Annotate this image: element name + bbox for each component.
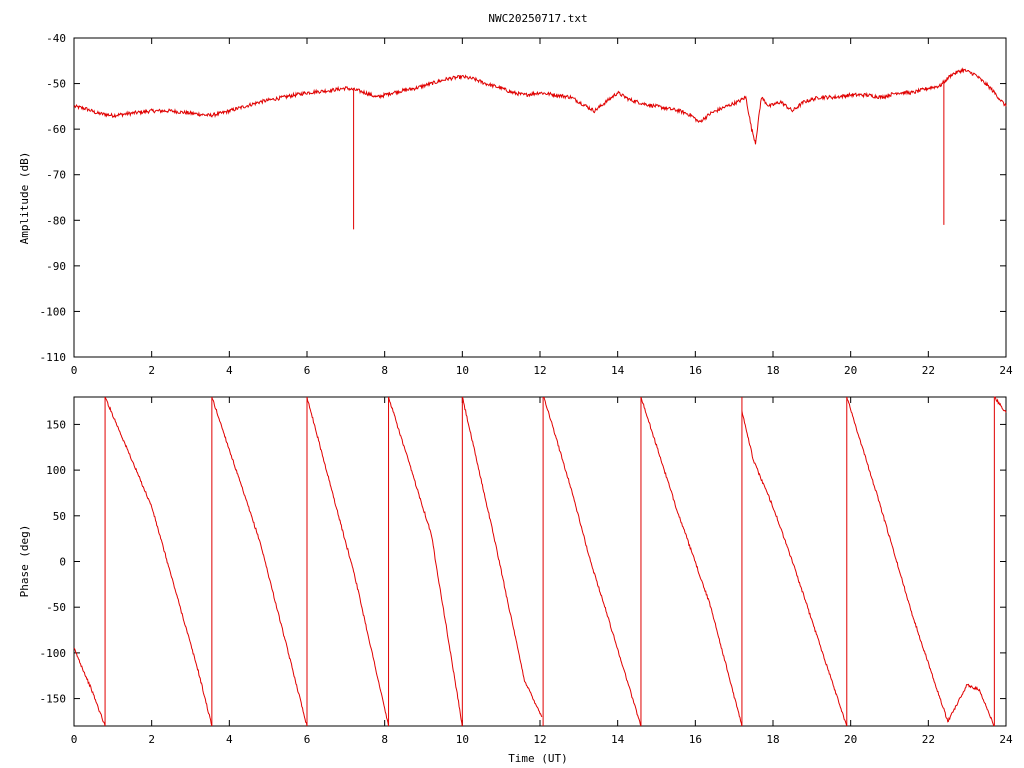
- phase-x-tick-label: 10: [456, 733, 469, 746]
- amplitude-x-tick-label: 2: [148, 364, 155, 377]
- phase-x-tick-label: 16: [689, 733, 702, 746]
- phase-y-tick-label: -50: [46, 601, 66, 614]
- phase-x-tick-label: 6: [304, 733, 311, 746]
- phase-ticks: 0 2 4 6 8 10 12 14 16 18 20 22 24150100500-50-100-15…: [40, 397, 1013, 746]
- amplitude-y-tick-label: -50: [46, 78, 66, 91]
- phase-y-tick-label: -100: [40, 647, 67, 660]
- phase-trace-segment: [306, 396, 389, 727]
- phase-trace-segment: [846, 396, 995, 727]
- amplitude-panel: Amplitude (dB) 0 2 4 6 8 10 12 14 16 18 20 22 24-40-…: [18, 32, 1013, 377]
- phase-y-tick-label: 0: [59, 556, 66, 569]
- amplitude-y-tick-label: -60: [46, 123, 66, 136]
- phase-y-tick-label: 100: [46, 464, 66, 477]
- amplitude-y-axis-label: Amplitude (dB): [18, 152, 31, 245]
- amplitude-x-tick-label: 22: [922, 364, 935, 377]
- amplitude-x-tick-label: 20: [844, 364, 857, 377]
- phase-x-tick-label: 2: [148, 733, 155, 746]
- amplitude-y-tick-label: -100: [40, 305, 67, 318]
- phase-trace-segment: [461, 396, 543, 718]
- phase-traces: [73, 396, 1007, 727]
- amplitude-x-tick-label: 18: [766, 364, 779, 377]
- amplitude-y-tick-label: -90: [46, 260, 66, 273]
- phase-y-tick-label: 50: [53, 510, 66, 523]
- phase-trace-segment: [640, 396, 743, 727]
- phase-trace-segment: [211, 396, 308, 727]
- phase-x-tick-label: 22: [922, 733, 935, 746]
- amplitude-x-tick-label: 10: [456, 364, 469, 377]
- phase-trace-segment: [741, 410, 848, 727]
- phase-trace-segment: [543, 396, 642, 727]
- amplitude-y-tick-label: -110: [40, 351, 67, 364]
- amplitude-y-tick-label: -40: [46, 32, 66, 45]
- phase-x-tick-label: 12: [533, 733, 546, 746]
- phase-x-tick-label: 24: [999, 733, 1013, 746]
- amplitude-ticks: 0 2 4 6 8 10 12 14 16 18 20 22 24-40-50-60-70-80-90-…: [40, 32, 1013, 377]
- phase-x-tick-label: 0: [71, 733, 78, 746]
- phase-y-tick-label: 150: [46, 418, 66, 431]
- phase-x-axis-label: Time (UT): [508, 752, 568, 765]
- amplitude-y-tick-label: -80: [46, 214, 66, 227]
- amplitude-x-tick-label: 8: [381, 364, 388, 377]
- phase-y-tick-label: -150: [40, 693, 67, 706]
- phase-trace-segment: [388, 396, 463, 727]
- amplitude-x-tick-label: 24: [999, 364, 1013, 377]
- phase-x-tick-label: 18: [766, 733, 779, 746]
- amplitude-x-tick-label: 16: [689, 364, 702, 377]
- phase-panel: Phase (deg) Time (UT) 0 2 4 6 8 10 12 14 16 18 20 2…: [18, 396, 1013, 765]
- phase-x-tick-label: 8: [381, 733, 388, 746]
- amplitude-x-tick-label: 12: [533, 364, 546, 377]
- phase-x-tick-label: 4: [226, 733, 233, 746]
- amplitude-x-tick-label: 6: [304, 364, 311, 377]
- phase-y-axis-label: Phase (deg): [18, 525, 31, 598]
- chart-title: NWC20250717.txt: [488, 12, 587, 25]
- phase-x-tick-label: 14: [611, 733, 625, 746]
- phase-trace-segment: [994, 396, 1007, 413]
- amplitude-trace-segment: [73, 67, 1007, 145]
- phase-x-tick-label: 20: [844, 733, 857, 746]
- amplitude-plot-frame: [73, 37, 1007, 358]
- amplitude-x-tick-label: 0: [71, 364, 78, 377]
- phase-trace-segment: [104, 396, 213, 727]
- amplitude-x-tick-label: 4: [226, 364, 233, 377]
- phase-plot-frame: [73, 396, 1007, 727]
- amplitude-x-tick-label: 14: [611, 364, 625, 377]
- amplitude-traces: [73, 67, 1007, 230]
- phase-trace-segment: [73, 647, 106, 727]
- amplitude-y-tick-label: -70: [46, 169, 66, 182]
